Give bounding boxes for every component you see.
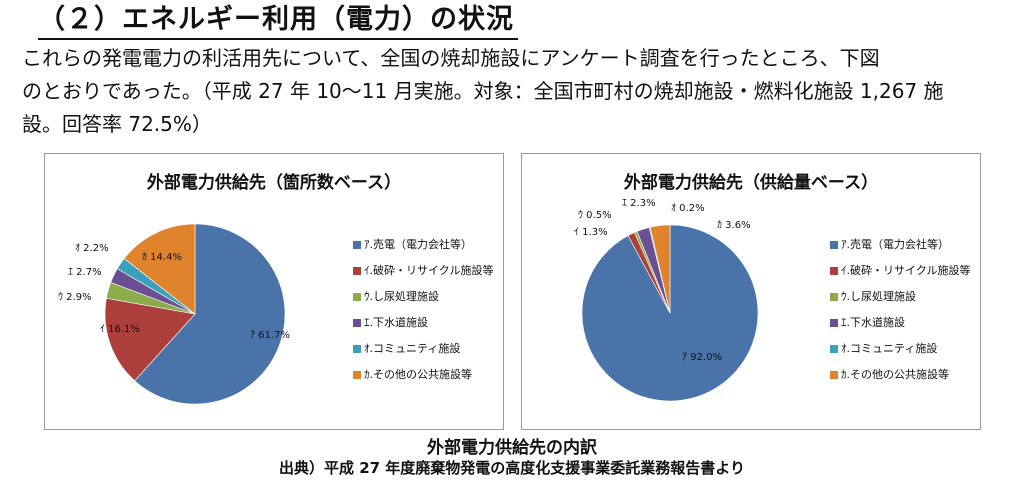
section-heading: （２）エネルギー利用（電力）の状況 [38, 2, 518, 40]
legend-swatch [353, 293, 361, 301]
legend-label: ｴ.下水道施設 [364, 316, 428, 329]
slice-data-label: ｶ 14.4% [142, 251, 182, 263]
legend-swatch [353, 319, 361, 327]
legend-label: ｳ.し尿処理施設 [841, 290, 916, 303]
legend-label: ｱ.売電（電力会社等） [364, 238, 472, 251]
legend-swatch [353, 371, 361, 379]
slice-data-label: ｵ 2.2% [75, 242, 109, 254]
slice-data-label: ｴ 2.3% [622, 198, 656, 209]
pie-slice [104, 297, 196, 382]
slice-data-label: ｱ 92.0% [682, 352, 722, 363]
legend-label: ｶ.その他の公共施設等 [364, 368, 472, 381]
legend-swatch [830, 319, 838, 327]
pie-slice [134, 223, 286, 405]
legend-swatch [353, 345, 361, 353]
legend-label: ｳ.し尿処理施設 [364, 290, 439, 303]
legend-label: ｲ.破砕・リサイクル施設等 [841, 264, 971, 277]
pie-chart-svg: ｱ 61.7% ｲ 16.1% ｳ 2.9% ｴ 2.7% ｵ 2.2% ｶ 14.4% [58, 223, 290, 405]
legend-swatch [830, 241, 838, 249]
legend-swatch [353, 241, 361, 249]
description-paragraph: これらの発電電力の利活用先について、全国の焼却施設にアンケート調査を行ったところ… [22, 42, 1012, 141]
legend-swatch [830, 345, 838, 353]
slice-data-label: ｶ 3.6% [717, 219, 751, 231]
pie-slice [649, 224, 671, 314]
pie-chart-volume-basis: 外部電力供給先（供給量ベース） ｱ 92.0% ｲ 1.3% ｳ 0.5% ｴ 2.3… [521, 153, 981, 430]
legend-swatch [830, 371, 838, 379]
slice-data-label: ｲ 16.1% [100, 324, 140, 335]
legend-swatch [830, 293, 838, 301]
pie-chart-svg: ｱ 92.0% ｲ 1.3% ｳ 0.5% ｴ 2.3% ｵ 0.2% ｶ 3.6% [574, 198, 759, 402]
chart-title: 外部電力供給先（供給量ベース） [623, 173, 879, 193]
legend-swatch [353, 267, 361, 275]
figure-caption: 外部電力供給先の内訳 [427, 438, 597, 458]
slice-data-label: ｳ 0.5% [578, 209, 612, 221]
description-line-2: のとおりであった。（平成 27 年 10〜11 月実施。対象：全国市町村の焼却施… [22, 79, 944, 103]
slice-data-label: ｵ 0.2% [671, 202, 705, 214]
legend-label: ｵ.コミュニティ施設 [841, 342, 938, 355]
slice-data-label: ｴ 2.7% [68, 267, 102, 278]
description-line-1: これらの発電電力の利活用先について、全国の焼却施設にアンケート調査を行ったところ… [22, 46, 880, 70]
pie-chart-count-basis: 外部電力供給先（箇所数ベース） ｱ 61.7% ｲ 16.1% ｳ 2.9% ｴ 2.… [44, 153, 504, 430]
figure-source: 出典）平成 27 年度廃棄物発電の高度化支援事業委託業務報告書より [278, 459, 746, 477]
legend-label: ｱ.売電（電力会社等） [841, 238, 949, 251]
slice-data-label: ｱ 61.7% [250, 330, 290, 341]
description-line-3: 設。回答率 72.5%） [22, 112, 212, 136]
slice-data-label: ｲ 1.3% [574, 227, 608, 238]
chart-title: 外部電力供給先（箇所数ベース） [146, 173, 402, 193]
legend-label: ｲ.破砕・リサイクル施設等 [364, 264, 494, 277]
slice-data-label: ｳ 2.9% [58, 291, 92, 303]
legend-label: ｵ.コミュニティ施設 [364, 342, 461, 355]
pie-slice [123, 223, 196, 315]
legend-swatch [830, 267, 838, 275]
legend-label: ｶ.その他の公共施設等 [841, 368, 949, 381]
legend-label: ｴ.下水道施設 [841, 316, 905, 329]
